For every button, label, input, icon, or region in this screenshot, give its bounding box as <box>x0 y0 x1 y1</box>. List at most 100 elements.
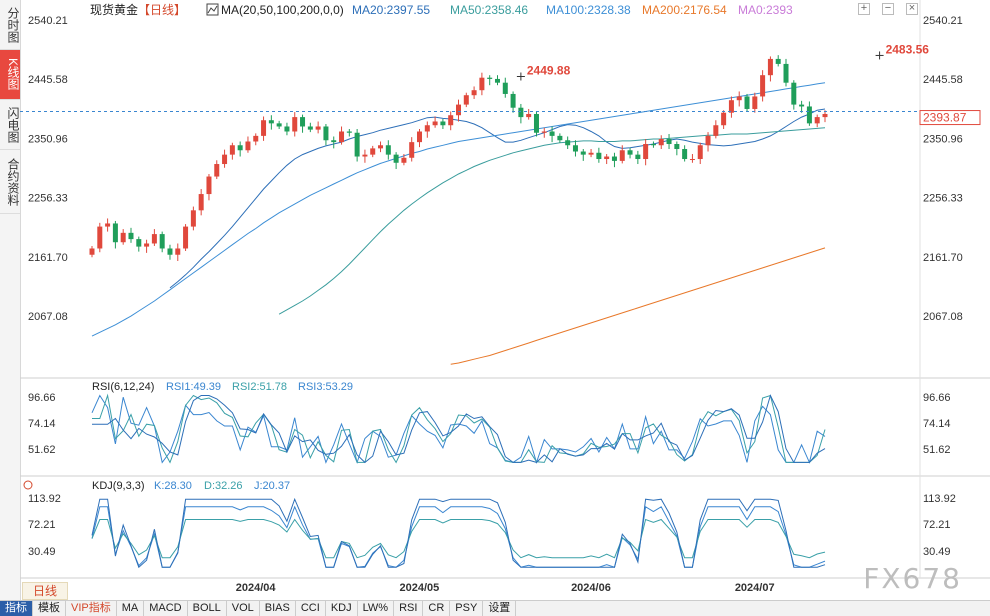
price-tick-right: 2161.70 <box>923 252 963 264</box>
candle-body <box>284 126 290 132</box>
close-icon[interactable]: × <box>906 3 918 15</box>
candle-body <box>339 131 345 143</box>
candle-body <box>440 121 446 126</box>
rsi3-line <box>92 394 826 464</box>
candle-body <box>580 151 586 155</box>
price-tick-left: 2445.58 <box>28 74 68 86</box>
ma200-value: MA200:2176.54 <box>642 3 727 17</box>
candle-body <box>292 117 298 132</box>
candle-body <box>300 117 306 127</box>
candle-body <box>728 100 734 113</box>
lwr-button[interactable]: LW% <box>358 601 395 616</box>
candle-body <box>767 58 773 76</box>
candle-body <box>494 78 500 83</box>
ma-settings-icon[interactable] <box>206 3 219 16</box>
tab-contract-info[interactable]: 合约资料 <box>0 150 20 214</box>
date-label: 2024/06 <box>571 582 611 594</box>
cci-button[interactable]: CCI <box>296 601 326 616</box>
candle-body <box>799 104 805 107</box>
candle-body <box>432 121 438 126</box>
candle-body <box>370 148 376 155</box>
candle-body <box>775 58 781 64</box>
kdj-settings-icon[interactable] <box>23 480 33 490</box>
candle-body <box>378 145 384 149</box>
ma200-line <box>450 247 826 365</box>
candle-body <box>541 131 547 133</box>
candle-body <box>479 77 485 91</box>
price-tick-right: 2445.58 <box>923 74 963 86</box>
candle-body <box>783 63 789 83</box>
date-label: 2024/05 <box>400 582 440 594</box>
candle-body <box>144 243 150 247</box>
kdj-tick-right: 113.92 <box>923 493 956 505</box>
kdj-j-line <box>91 497 826 569</box>
kline-chart[interactable]: 现货黄金 【日线】 MA(20,50,100,200,0,0) MA20:239… <box>20 0 990 600</box>
candle-body <box>682 149 688 160</box>
candle-body <box>572 145 578 152</box>
price-tick-right: 2350.96 <box>923 133 963 145</box>
kdj-button[interactable]: KDJ <box>326 601 358 616</box>
candle-body <box>229 145 235 155</box>
candle-body <box>97 226 103 249</box>
psy-button[interactable]: PSY <box>450 601 484 616</box>
macd-button[interactable]: MACD <box>144 601 188 616</box>
tab-kline[interactable]: K线图 <box>0 50 20 100</box>
kdj-k-value: K:28.30 <box>154 480 192 492</box>
rsi-title: RSI(6,12,24) <box>92 381 154 393</box>
vip-indicator-button[interactable]: VIP指标 <box>66 601 117 616</box>
price-annotations: 2449.88 2483.56 <box>516 42 930 81</box>
indicator-button[interactable]: 指标 <box>0 601 33 616</box>
rsi-button[interactable]: RSI <box>394 601 424 616</box>
candle-body <box>697 145 703 160</box>
candle-body <box>705 135 711 146</box>
side-tabs: 分时图 K线图 闪电图 合约资料 <box>0 0 21 600</box>
rsi2-line <box>92 393 826 464</box>
candle-body <box>253 135 259 142</box>
candle-body <box>549 131 555 136</box>
kdj-tick-left: 113.92 <box>28 493 61 505</box>
candle-body <box>666 138 672 145</box>
kdj-tick-left: 72.21 <box>28 519 56 531</box>
kdj-title: KDJ(9,3,3) <box>92 480 145 492</box>
ma-settings-icon-line <box>207 5 218 14</box>
settings-button[interactable]: 设置 <box>483 601 517 616</box>
bias-button[interactable]: BIAS <box>260 601 296 616</box>
candle-body <box>261 120 267 136</box>
candle-body <box>635 154 641 160</box>
candle-body <box>331 140 337 143</box>
candle-body <box>510 93 516 108</box>
tab-timeshare[interactable]: 分时图 <box>0 0 20 50</box>
candle-body <box>307 126 313 130</box>
period-tag: 【日线】 <box>138 3 186 17</box>
candle-body <box>619 150 625 161</box>
ma-button[interactable]: MA <box>117 601 145 616</box>
candle-body <box>643 144 649 160</box>
watermark-logo: FX678 <box>863 562 962 595</box>
minus-icon[interactable]: − <box>882 3 894 15</box>
candle-body <box>417 131 423 143</box>
add-icon[interactable]: + <box>858 3 870 15</box>
tab-flash[interactable]: 闪电图 <box>0 100 20 150</box>
candle-body <box>323 126 329 141</box>
candle-body <box>518 107 524 118</box>
candle-body <box>627 150 633 155</box>
rsi2-value: RSI2:51.78 <box>232 381 287 393</box>
ma50-line <box>278 127 826 315</box>
candle-body <box>409 142 415 158</box>
candle-body <box>822 113 828 118</box>
candle-body <box>814 117 820 124</box>
candle-body <box>471 90 477 96</box>
candle-body <box>346 131 352 133</box>
vol-button[interactable]: VOL <box>227 601 260 616</box>
candle-body <box>487 77 493 79</box>
price-axis: 2540.21 2540.21 2445.58 2445.58 2350.96 2350.… <box>28 15 963 323</box>
candles <box>89 55 828 261</box>
cr-button[interactable]: CR <box>423 601 451 616</box>
template-button[interactable]: 模板 <box>33 601 66 616</box>
period-selector[interactable]: 日线 <box>22 582 68 600</box>
kdj-j-value: J:20.37 <box>254 480 290 492</box>
candle-body <box>136 239 142 247</box>
high-label: 2483.56 <box>886 42 930 56</box>
boll-button[interactable]: BOLL <box>188 601 227 616</box>
candle-body <box>526 113 532 118</box>
